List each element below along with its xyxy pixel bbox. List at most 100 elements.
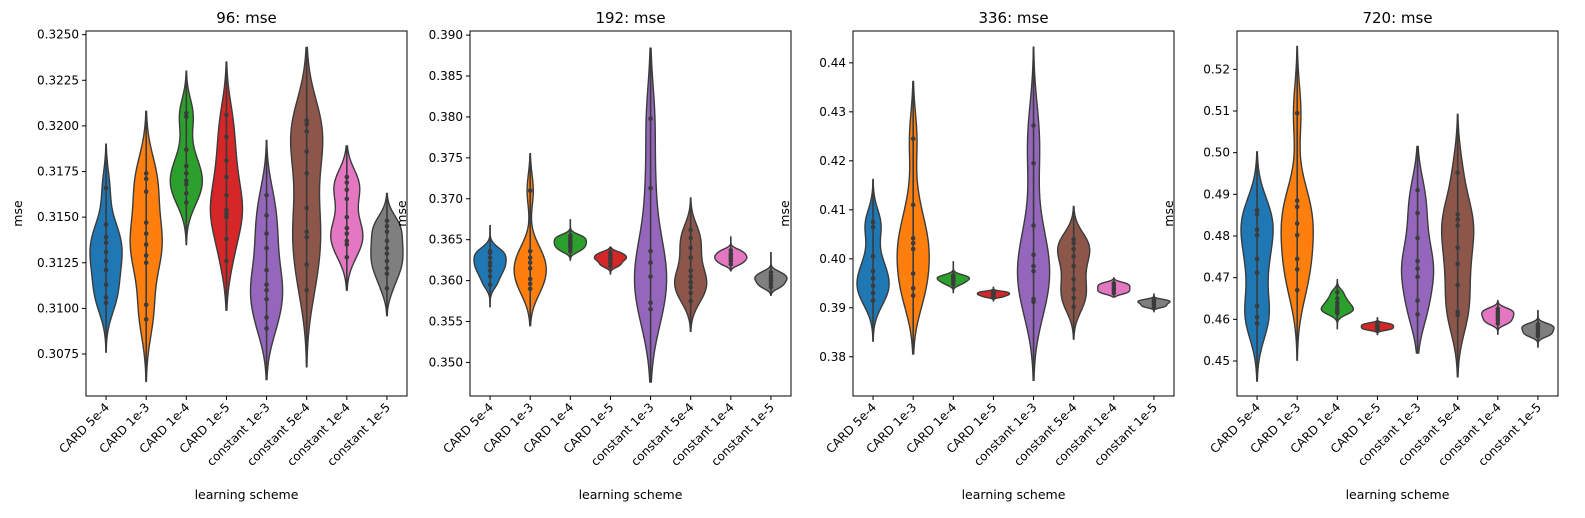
data-point: [184, 110, 189, 116]
data-point: [103, 185, 109, 191]
violin-8: [1137, 293, 1171, 313]
data-point: [870, 283, 876, 289]
data-point: [1455, 223, 1460, 228]
data-point: [1071, 240, 1076, 246]
y-tick-label: 0.52: [1203, 62, 1230, 76]
y-tick-label: 0.48: [1203, 229, 1230, 243]
data-point: [487, 255, 493, 260]
data-point: [728, 248, 734, 253]
data-point: [1254, 314, 1260, 320]
data-point: [184, 178, 189, 183]
data-point: [384, 238, 390, 244]
data-point: [870, 268, 876, 274]
data-point: [103, 222, 109, 227]
data-point: [264, 231, 269, 236]
data-point: [1071, 263, 1076, 269]
data-point: [688, 235, 693, 241]
data-point: [1031, 263, 1036, 269]
y-tick-label: 0.370: [429, 192, 463, 206]
data-point: [728, 251, 734, 256]
chart-title: 96: mse: [216, 9, 277, 27]
data-point: [1254, 321, 1260, 326]
violin-5: [633, 47, 668, 383]
data-point: [1294, 232, 1300, 238]
data-point: [1031, 223, 1036, 228]
data-point: [1254, 256, 1260, 262]
data-point: [224, 174, 229, 180]
data-point: [344, 196, 350, 202]
y-tick-label: 0.46: [1203, 312, 1230, 326]
data-point: [344, 214, 350, 220]
data-point: [1294, 110, 1300, 116]
data-point: [768, 273, 774, 278]
data-point: [344, 242, 350, 247]
panel-4: 720: mse 0.45 0.46 0.47 0.48 0.49 0.50 0.51 0.52…: [1161, 9, 1559, 502]
y-tick-label: 0.51: [1203, 104, 1230, 118]
y-tick-label: 0.3250: [37, 28, 79, 42]
data-point: [910, 293, 916, 298]
data-point: [143, 253, 149, 258]
violin-4: [209, 61, 244, 311]
data-point: [304, 205, 309, 211]
data-point: [1254, 227, 1260, 233]
data-point: [1254, 212, 1260, 217]
violin-8: [1521, 310, 1555, 348]
data-point: [688, 298, 693, 304]
data-point: [1455, 217, 1460, 222]
y-tick-label: 0.355: [429, 315, 463, 329]
y-tick-label: 0.49: [1203, 187, 1230, 201]
y-tick-label: 0.45: [1203, 354, 1230, 368]
data-point: [527, 260, 533, 265]
data-point: [1031, 160, 1036, 166]
data-point: [688, 284, 693, 290]
data-point: [1455, 245, 1460, 250]
data-point: [224, 134, 229, 140]
violin-3: [936, 261, 971, 294]
data-point: [1071, 277, 1076, 282]
data-point: [910, 240, 916, 246]
y-tick-label: 0.47: [1203, 271, 1230, 285]
data-point: [1495, 321, 1501, 326]
data-point: [910, 136, 916, 142]
data-point: [870, 290, 876, 296]
y-tick-label: 0.360: [429, 274, 463, 288]
y-tick-label: 0.42: [819, 154, 846, 168]
data-point: [1254, 232, 1260, 238]
panel-3: 336: mse0.380.390.400.410.420.430.44mseC…: [777, 9, 1175, 502]
chart-title: 720: mse: [1362, 9, 1432, 27]
y-tick-label: 0.40: [819, 252, 846, 266]
data-point: [688, 255, 693, 260]
data-point: [184, 191, 189, 196]
data-point: [870, 276, 876, 281]
data-point: [264, 282, 269, 287]
axes-frame: [1236, 30, 1559, 397]
data-point: [1335, 289, 1340, 295]
data-point: [648, 300, 653, 306]
data-point: [991, 289, 996, 294]
data-point: [1455, 212, 1460, 217]
data-point: [184, 171, 189, 176]
data-point: [688, 279, 693, 285]
data-point: [1535, 322, 1541, 327]
data-point: [910, 271, 916, 276]
data-point: [224, 192, 229, 198]
data-point: [184, 182, 189, 187]
y-tick-label: 0.365: [429, 233, 463, 247]
y-tick-label: 0.3100: [37, 301, 79, 315]
y-tick-label: 0.44: [819, 56, 846, 70]
violin-4: [976, 286, 1011, 302]
data-point: [568, 233, 573, 238]
violin-6: [289, 46, 324, 368]
data-point: [1071, 304, 1076, 310]
data-point: [568, 248, 573, 254]
data-point: [1415, 210, 1420, 216]
data-point: [1071, 246, 1076, 252]
violin-2: [896, 80, 930, 355]
y-tick-label: 0.50: [1203, 146, 1230, 160]
y-tick-label: 0.3125: [37, 256, 79, 270]
violin-6: [673, 197, 708, 333]
data-point: [768, 270, 774, 275]
violin-3: [1320, 279, 1355, 330]
violin-7: [1097, 277, 1131, 298]
